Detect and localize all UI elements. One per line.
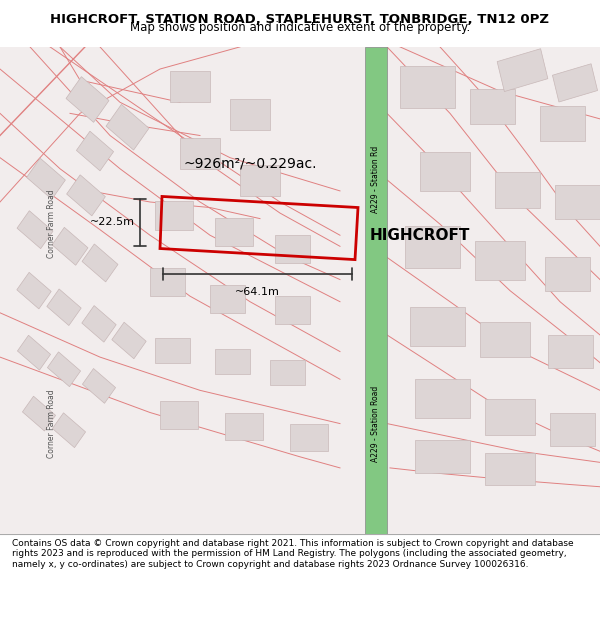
Polygon shape	[415, 379, 470, 418]
Polygon shape	[82, 306, 116, 342]
Polygon shape	[22, 396, 56, 431]
Polygon shape	[400, 66, 455, 108]
Polygon shape	[76, 131, 113, 171]
Text: Corner Farm Road: Corner Farm Road	[47, 389, 56, 458]
Polygon shape	[155, 338, 190, 362]
Polygon shape	[365, 47, 387, 534]
Polygon shape	[420, 152, 470, 191]
Polygon shape	[47, 352, 80, 387]
Polygon shape	[0, 47, 600, 534]
Polygon shape	[550, 412, 595, 446]
Polygon shape	[480, 322, 530, 357]
Polygon shape	[553, 64, 598, 102]
Polygon shape	[112, 322, 146, 359]
Polygon shape	[240, 166, 280, 196]
Polygon shape	[410, 308, 465, 346]
Polygon shape	[67, 175, 106, 216]
Polygon shape	[17, 272, 51, 309]
Polygon shape	[548, 335, 593, 368]
Polygon shape	[150, 269, 185, 296]
Polygon shape	[485, 399, 535, 434]
Polygon shape	[495, 172, 540, 208]
Text: ~64.1m: ~64.1m	[235, 288, 280, 298]
Polygon shape	[270, 361, 305, 385]
Polygon shape	[230, 99, 270, 130]
Polygon shape	[555, 186, 600, 219]
Polygon shape	[17, 335, 50, 370]
Polygon shape	[26, 158, 65, 199]
Text: HIGHCROFT, STATION ROAD, STAPLEHURST, TONBRIDGE, TN12 0PZ: HIGHCROFT, STATION ROAD, STAPLEHURST, TO…	[50, 13, 550, 26]
Polygon shape	[475, 241, 525, 279]
Text: A229 - Station Rd: A229 - Station Rd	[371, 146, 380, 214]
Polygon shape	[180, 138, 220, 169]
Polygon shape	[497, 49, 548, 92]
Polygon shape	[225, 412, 263, 440]
Polygon shape	[66, 77, 109, 122]
Polygon shape	[415, 440, 470, 474]
Polygon shape	[485, 454, 535, 484]
Polygon shape	[47, 289, 81, 326]
Text: A229 - Station Road: A229 - Station Road	[371, 386, 380, 462]
Polygon shape	[160, 401, 198, 429]
Polygon shape	[52, 228, 88, 265]
Text: Map shows position and indicative extent of the property.: Map shows position and indicative extent…	[130, 21, 470, 34]
Polygon shape	[155, 201, 193, 229]
Polygon shape	[106, 104, 149, 150]
Text: ~22.5m: ~22.5m	[90, 217, 135, 227]
Polygon shape	[210, 285, 245, 312]
Text: Corner Farm Road: Corner Farm Road	[47, 190, 56, 259]
Polygon shape	[540, 106, 585, 141]
Polygon shape	[275, 296, 310, 324]
Polygon shape	[17, 211, 53, 249]
Text: Contains OS data © Crown copyright and database right 2021. This information is : Contains OS data © Crown copyright and d…	[12, 539, 574, 569]
Polygon shape	[82, 369, 116, 403]
Polygon shape	[52, 413, 86, 447]
Polygon shape	[275, 235, 310, 263]
Polygon shape	[82, 244, 118, 282]
Polygon shape	[290, 424, 328, 451]
Polygon shape	[405, 226, 460, 269]
Polygon shape	[170, 71, 210, 102]
Polygon shape	[215, 217, 253, 246]
Text: ~926m²/~0.229ac.: ~926m²/~0.229ac.	[183, 156, 317, 170]
Polygon shape	[470, 89, 515, 124]
Polygon shape	[545, 258, 590, 291]
Text: HIGHCROFT: HIGHCROFT	[370, 228, 470, 242]
Polygon shape	[215, 349, 250, 374]
